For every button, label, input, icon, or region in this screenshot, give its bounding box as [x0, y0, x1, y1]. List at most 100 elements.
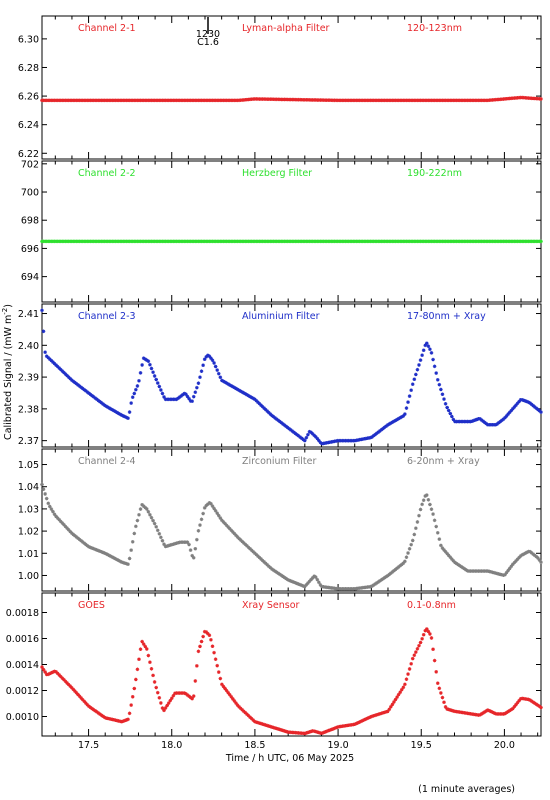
data-point	[265, 723, 270, 728]
data-point	[221, 379, 226, 384]
data-point	[445, 551, 449, 556]
data-point	[409, 661, 413, 666]
data-point	[304, 731, 309, 735]
data-point	[256, 554, 260, 558]
data-point	[83, 701, 88, 705]
data-point	[537, 408, 542, 413]
data-point	[381, 576, 385, 581]
y-tick-label: 0.0012	[6, 686, 39, 697]
data-point	[146, 510, 151, 514]
data-point	[518, 554, 523, 558]
data-point	[245, 392, 249, 397]
data-point	[101, 402, 105, 406]
data-point	[536, 556, 540, 560]
data-point	[71, 379, 76, 384]
data-point	[268, 565, 273, 570]
data-point	[94, 710, 99, 714]
data-point	[119, 560, 124, 564]
data-point	[257, 555, 262, 560]
panel-label: Channel 2-2	[78, 168, 136, 179]
data-point	[315, 577, 320, 582]
data-point	[277, 419, 282, 424]
data-point	[51, 670, 55, 674]
data-point	[409, 542, 413, 547]
data-point	[479, 418, 484, 422]
data-point	[163, 544, 168, 549]
data-point	[209, 501, 213, 506]
data-point	[155, 381, 160, 385]
data-point	[417, 363, 421, 367]
data-point	[123, 718, 127, 723]
data-point	[249, 548, 254, 553]
data-point	[435, 681, 440, 685]
data-point	[241, 541, 246, 545]
data-point	[426, 629, 431, 634]
data-point	[395, 695, 399, 699]
data-point	[234, 386, 238, 391]
data-point	[382, 575, 387, 580]
data-point	[448, 555, 453, 560]
data-point	[137, 512, 141, 517]
data-point	[435, 377, 440, 382]
data-point	[96, 398, 101, 403]
panel-label: 120-123nm	[407, 23, 462, 34]
data-point	[151, 370, 155, 375]
y-tick-label: 6.22	[18, 149, 39, 160]
data-point	[525, 550, 529, 555]
data-point	[392, 568, 396, 573]
data-point	[486, 708, 490, 712]
data-point	[209, 637, 213, 642]
data-point	[324, 729, 329, 734]
data-point	[224, 688, 229, 693]
panel-label: Channel 2-3	[78, 311, 136, 322]
data-point	[370, 714, 374, 719]
data-point	[173, 541, 177, 546]
data-point	[83, 389, 88, 393]
data-point	[284, 576, 288, 581]
data-point	[54, 363, 58, 367]
data-point	[202, 357, 207, 362]
y-tick-label: 1.03	[18, 504, 39, 515]
data-point	[423, 494, 428, 498]
data-point	[188, 548, 193, 552]
data-point	[412, 532, 417, 537]
y-tick-label: 0.0010	[6, 712, 39, 723]
data-point	[202, 506, 207, 510]
data-point	[531, 552, 535, 556]
data-point	[265, 563, 270, 567]
data-point	[501, 417, 506, 421]
data-point	[481, 419, 485, 424]
data-point	[241, 391, 246, 395]
data-point	[395, 417, 399, 422]
data-point	[107, 553, 112, 558]
data-point	[532, 553, 537, 558]
data-point	[199, 639, 204, 644]
data-point	[74, 690, 79, 695]
data-point	[514, 559, 518, 563]
data-point	[453, 560, 457, 565]
data-point	[389, 421, 393, 425]
data-point	[119, 719, 124, 724]
data-point	[148, 512, 152, 517]
data-point	[130, 395, 135, 399]
data-point	[260, 404, 265, 409]
data-point	[521, 552, 526, 556]
data-point	[251, 396, 255, 401]
data-point	[270, 567, 274, 571]
data-point	[437, 686, 442, 691]
data-point	[399, 687, 404, 692]
data-point	[140, 502, 144, 507]
data-point	[115, 410, 119, 415]
data-point	[274, 726, 279, 731]
data-point	[410, 656, 415, 661]
data-point	[371, 713, 376, 718]
data-point	[146, 653, 151, 658]
data-point	[442, 397, 446, 401]
data-point	[414, 372, 418, 377]
data-point	[496, 420, 501, 425]
data-point	[517, 698, 521, 703]
data-point	[443, 402, 448, 406]
y-tick-label: 0.0018	[6, 608, 39, 619]
data-point	[134, 524, 138, 529]
